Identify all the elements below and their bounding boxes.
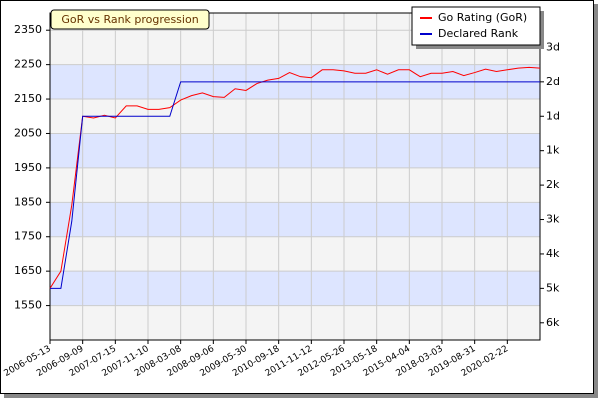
y-tick-label: 1950 bbox=[14, 161, 42, 174]
plot-border bbox=[49, 12, 541, 341]
y-tick-label: 1750 bbox=[14, 230, 42, 243]
band bbox=[50, 271, 540, 306]
y2-tick-label: 1k bbox=[546, 144, 560, 157]
y-tick-label: 1550 bbox=[14, 299, 42, 312]
y-tick-label: 1650 bbox=[14, 264, 42, 277]
y-tick-label: 2250 bbox=[14, 58, 42, 71]
band bbox=[50, 133, 540, 168]
y2-tick-label: 1d bbox=[546, 109, 560, 122]
y2-tick-label: 6k bbox=[546, 316, 560, 329]
y-tick-label: 2150 bbox=[14, 92, 42, 105]
y2-tick-label: 2d bbox=[546, 75, 560, 88]
y2-tick-label: 4k bbox=[546, 247, 560, 260]
y-tick-label: 1850 bbox=[14, 195, 42, 208]
series-line bbox=[50, 81, 540, 289]
band bbox=[50, 202, 540, 237]
chart-title: GoR vs Rank progression bbox=[61, 13, 198, 26]
legend-label: Declared Rank bbox=[438, 27, 519, 40]
y2-tick-label: 5k bbox=[546, 281, 560, 294]
y-tick-label: 2050 bbox=[14, 126, 42, 139]
title-box bbox=[50, 9, 210, 30]
y2-tick-label: 2k bbox=[546, 178, 560, 191]
legend bbox=[411, 6, 541, 46]
y2-tick-label: 3k bbox=[546, 213, 560, 226]
y-tick-label: 2350 bbox=[14, 23, 42, 36]
series-line bbox=[49, 66, 541, 289]
legend-label: Go Rating (GoR) bbox=[438, 11, 527, 24]
y2-tick-label: 3d bbox=[546, 40, 560, 53]
